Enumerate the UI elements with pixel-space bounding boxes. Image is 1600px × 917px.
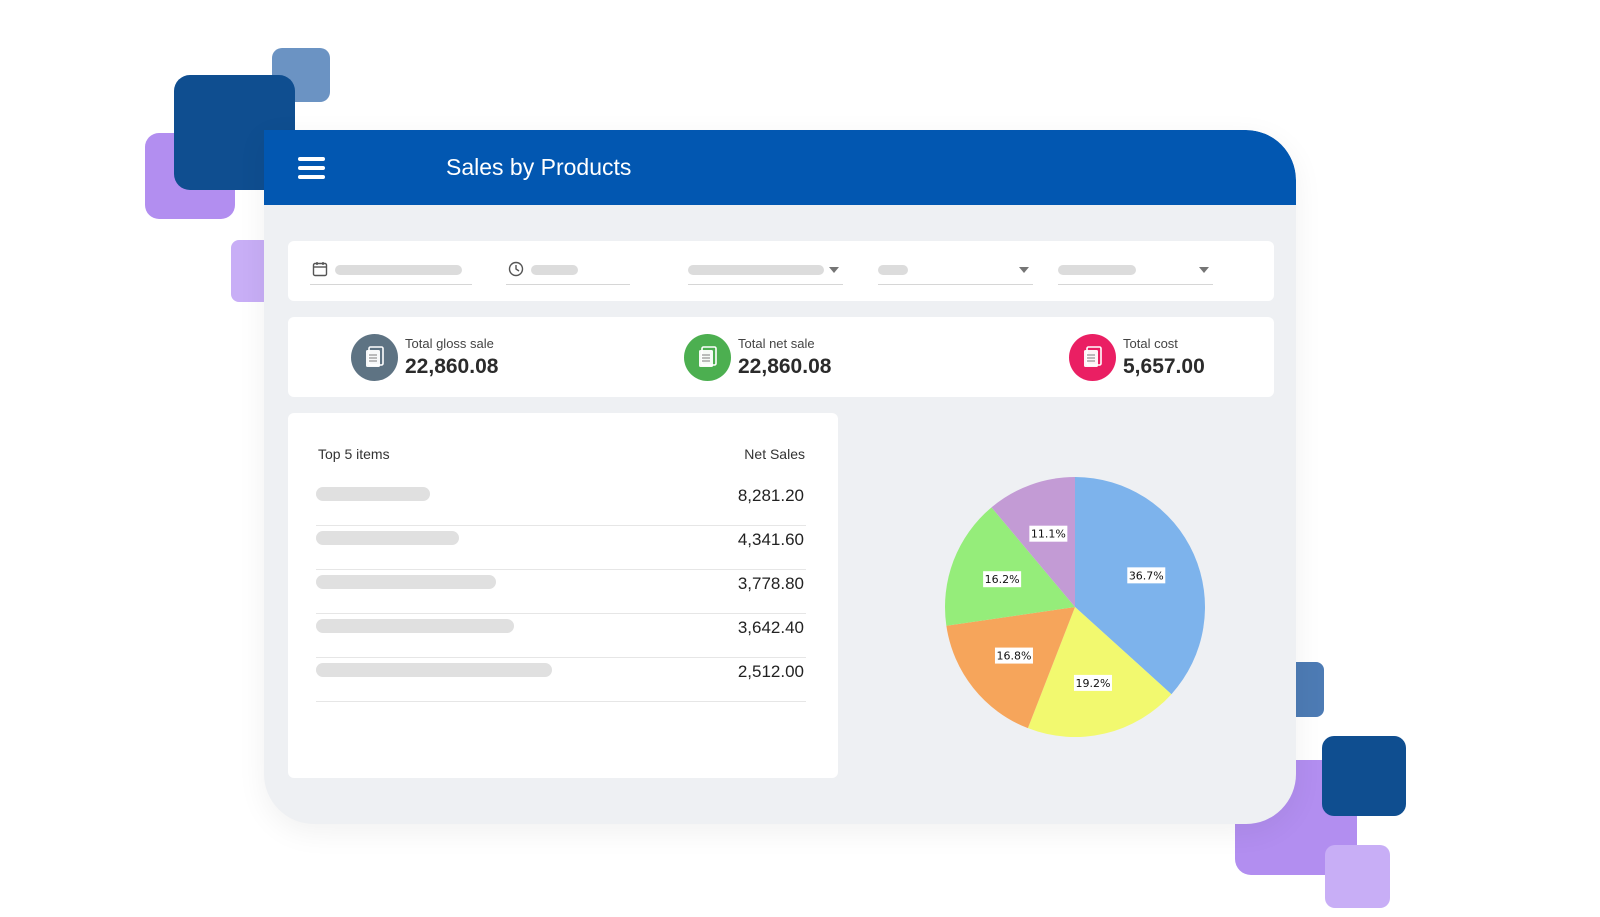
pie-slice-label: 16.8% <box>994 647 1033 664</box>
pie-slice[interactable] <box>946 607 1075 729</box>
menu-icon[interactable] <box>298 157 325 179</box>
item-name-placeholder <box>316 575 496 589</box>
kpi-icon-circle <box>684 334 731 381</box>
table-row[interactable]: 4,341.60 <box>316 525 806 570</box>
document-icon <box>366 346 384 367</box>
net-sales-value: 3,642.40 <box>737 618 804 637</box>
filter-bar <box>288 241 1274 301</box>
pie-label-background <box>1073 674 1112 691</box>
time-filter-placeholder <box>531 265 578 275</box>
time-filter[interactable] <box>506 259 630 285</box>
pie-label-text: 19.2% <box>1075 677 1110 690</box>
dropdown-filter-2-placeholder <box>878 265 908 275</box>
item-name-placeholder <box>316 619 514 633</box>
pie-label-background <box>994 647 1033 664</box>
deco-square-darkblue-bottom <box>1322 736 1406 816</box>
deco-square-lilac-bottom <box>1325 845 1390 908</box>
pie-label-text: 36.7% <box>1129 569 1164 582</box>
pie-slice[interactable] <box>945 507 1075 626</box>
pie-slice[interactable] <box>1075 477 1205 695</box>
kpi-label: Total net sale <box>738 336 815 351</box>
dropdown-filter-1-placeholder <box>688 265 824 275</box>
document-icon <box>1084 346 1102 367</box>
page-title: Sales by Products <box>446 154 632 180</box>
table-row[interactable]: 3,778.80 <box>316 569 806 614</box>
chevron-down-icon <box>1019 267 1029 273</box>
chevron-down-icon <box>1199 267 1209 273</box>
kpi-bar: Total gloss sale 22,860.08 Total net sal… <box>288 317 1274 397</box>
date-filter[interactable] <box>310 259 472 285</box>
dropdown-filter-1[interactable] <box>688 259 843 285</box>
pie-slice-label: 16.2% <box>983 571 1022 588</box>
pie-slice-label: 11.1% <box>1029 525 1068 542</box>
item-name-placeholder <box>316 487 430 501</box>
top-items-title: Top 5 items <box>318 446 390 462</box>
date-filter-placeholder <box>335 265 462 275</box>
pie-slice[interactable] <box>1027 607 1172 737</box>
pie-label-background <box>983 571 1022 588</box>
clock-icon <box>508 261 524 277</box>
document-icon <box>699 346 717 367</box>
kpi-value: 5,657.00 <box>1123 355 1205 378</box>
app-window: Sales by Products <box>264 130 1296 824</box>
pie-slice-label: 36.7% <box>1127 567 1166 584</box>
calendar-icon <box>312 262 328 277</box>
pie-slice-label: 19.2% <box>1073 674 1112 691</box>
top-items-card: Top 5 items Net Sales 8,281.20 4,341.60 … <box>288 413 838 778</box>
sales-pie-chart: 36.7% 19.2% 16.8% 16.2% 11.1% <box>945 477 1205 737</box>
item-name-placeholder <box>316 531 459 545</box>
kpi-icon-circle <box>351 334 398 381</box>
kpi-icon-circle <box>1069 334 1116 381</box>
pie-label-text: 16.8% <box>996 650 1031 663</box>
pie-label-background <box>1127 567 1166 584</box>
pie-slice[interactable] <box>991 477 1075 607</box>
table-row[interactable]: 3,642.40 <box>316 613 806 658</box>
pie-label-background <box>1029 525 1068 542</box>
net-sales-value: 2,512.00 <box>737 662 804 681</box>
kpi-value: 22,860.08 <box>738 355 832 378</box>
top-bar: Sales by Products <box>264 130 1296 205</box>
kpi-label: Total cost <box>1123 336 1178 351</box>
net-sales-value: 4,341.60 <box>737 530 804 549</box>
dropdown-filter-3-placeholder <box>1058 265 1136 275</box>
net-sales-value: 8,281.20 <box>737 486 804 505</box>
kpi-value: 22,860.08 <box>405 355 499 378</box>
chevron-down-icon <box>829 267 839 273</box>
dropdown-filter-3[interactable] <box>1058 259 1213 285</box>
dropdown-filter-2[interactable] <box>878 259 1033 285</box>
table-row[interactable]: 2,512.00 <box>316 657 806 702</box>
pie-label-text: 16.2% <box>985 573 1020 586</box>
kpi-label: Total gloss sale <box>405 336 494 351</box>
net-sales-column-header: Net Sales <box>744 446 805 462</box>
table-row[interactable]: 8,281.20 <box>316 481 806 526</box>
item-name-placeholder <box>316 663 552 677</box>
pie-label-text: 11.1% <box>1031 528 1066 541</box>
net-sales-value: 3,778.80 <box>737 574 804 593</box>
